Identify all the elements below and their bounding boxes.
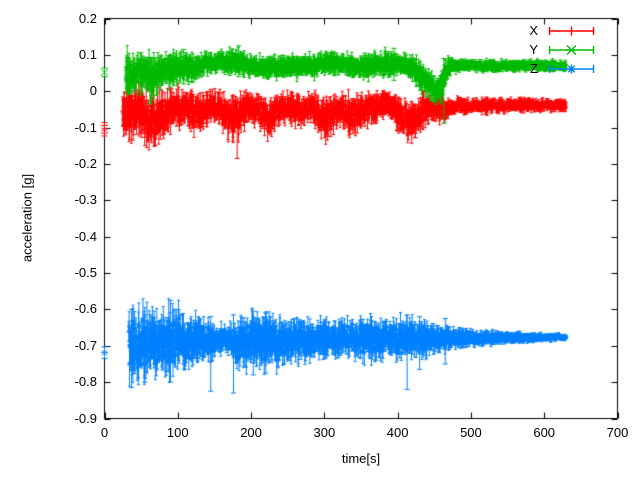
x-tick-label: 0 [100,425,109,440]
legend-item-z: Z [440,59,596,78]
y-tick-label: -0.1 [74,119,97,135]
legend-label-y: Y [529,42,538,57]
x-tick-label: 300 [313,425,336,440]
y-axis-label: acceleration [g] [19,173,35,263]
y-tick-label: -0.6 [74,301,97,317]
y-tick-label: -0.4 [74,228,97,244]
x-tick-label: 600 [533,425,556,440]
legend-item-x: X [440,21,596,40]
y-tick-label: -0.9 [74,410,97,426]
legend-label-x: X [529,23,538,38]
legend-sample-y-errorbar-icon [548,44,595,55]
x-tick-label: 500 [460,425,482,440]
x-tick-label: 400 [386,425,409,440]
y-tick-label: -0.7 [74,337,97,353]
legend-sample-x-errorbar-icon [548,26,595,35]
legend-item-y: Y [440,40,596,59]
y-tick-label: 0.2 [78,10,97,26]
y-tick-label: -0.2 [74,155,97,171]
y-tick-label: 0.1 [78,46,97,62]
legend-sample-z-errorbar-icon [548,64,595,73]
legend: X Y Z [440,21,596,78]
y-tick-label: -0.8 [74,374,97,390]
x-tick-label: 700 [606,425,629,440]
legend-label-z: Z [530,61,538,76]
x-axis-label: time[s] [341,451,381,466]
x-tick-label: 100 [166,425,189,440]
y-tick-label: -0.5 [74,265,97,281]
y-tick-label: -0.3 [74,192,97,208]
y-tick-label: 0 [89,83,97,99]
x-tick-label: 200 [240,425,262,440]
